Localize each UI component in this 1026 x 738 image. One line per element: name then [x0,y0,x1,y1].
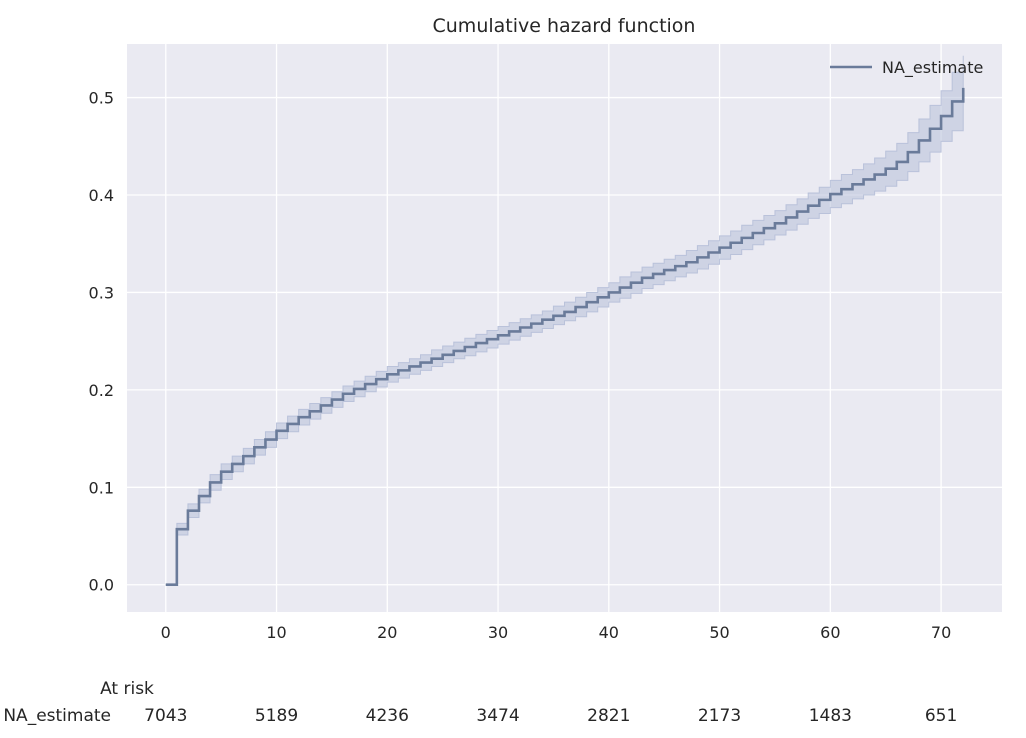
legend: NA_estimate [830,58,983,78]
at-risk-count: 651 [925,706,957,726]
at-risk-header: At risk [100,679,154,699]
y-tick-label: 0.5 [89,89,114,108]
x-tick-label: 20 [377,623,397,642]
at-risk-count: 3474 [476,706,519,726]
x-tick-label: 60 [820,623,840,642]
y-tick-label: 0.4 [89,186,114,205]
at-risk-count: 2173 [698,706,741,726]
at-risk-count: 7043 [144,706,187,726]
at-risk-count: 1483 [809,706,852,726]
x-tick-labels: 0 10 20 30 40 50 60 70 [161,623,952,642]
y-tick-labels: 0.0 0.1 0.2 0.3 0.4 0.5 [89,89,114,595]
at-risk-count: 2821 [587,706,630,726]
x-tick-label: 70 [931,623,951,642]
x-tick-label: 10 [266,623,286,642]
estimate-line-layer [165,87,965,587]
at-risk-count: 4236 [366,706,409,726]
y-tick-label: 0.1 [89,478,114,497]
at-risk-count: 5189 [255,706,298,726]
y-tick-label: 0.0 [89,576,114,595]
x-tick-label: 40 [599,623,619,642]
chart-title: Cumulative hazard function [433,15,696,37]
x-tick-label: 30 [488,623,508,642]
at-risk-row-label: NA_estimate [3,706,111,726]
y-tick-label: 0.3 [89,283,114,302]
at-risk-table: At risk NA_estimate 7043 5189 4236 3474 2821… [3,679,957,726]
x-tick-label: 50 [709,623,729,642]
legend-label-na-estimate: NA_estimate [882,58,983,78]
x-tick-label: 0 [161,623,171,642]
series-line-na-estimate [165,87,965,587]
plot-background [127,44,1002,612]
y-tick-label: 0.2 [89,381,114,400]
